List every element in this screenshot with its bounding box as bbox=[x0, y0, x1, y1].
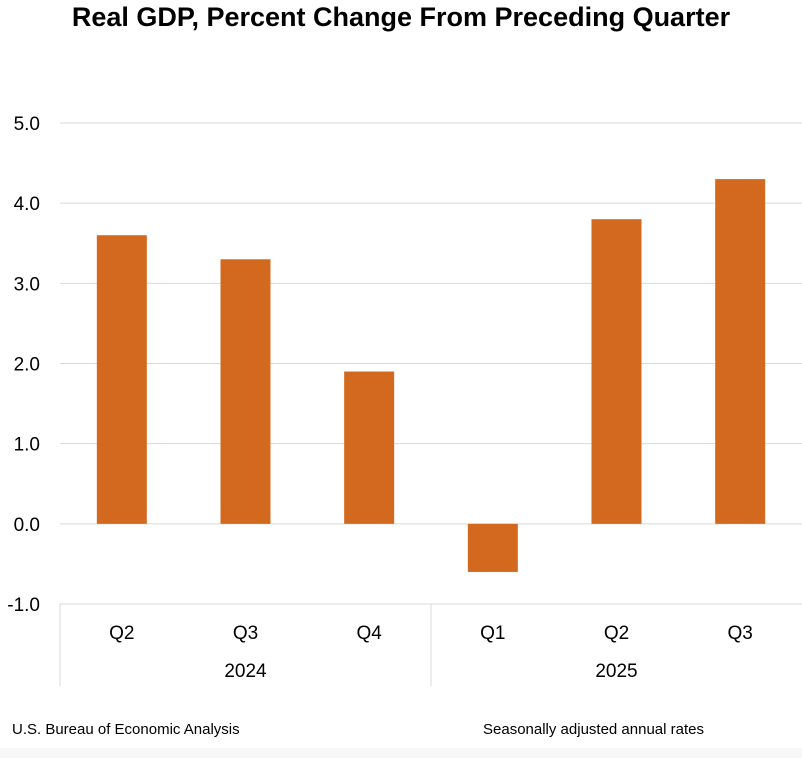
y-axis-ticks: 5.0 4.0 3.0 2.0 1.0 0.0 -1.0 bbox=[7, 114, 40, 616]
y-tick-label: 3.0 bbox=[14, 274, 40, 295]
bar bbox=[715, 179, 766, 524]
y-tick-label: 1.0 bbox=[14, 435, 40, 456]
bar bbox=[591, 219, 642, 524]
x-group-label: 2024 bbox=[224, 661, 267, 682]
rates-note: Seasonally adjusted annual rates bbox=[483, 721, 704, 738]
x-tick-label: Q2 bbox=[604, 623, 629, 644]
source-note: U.S. Bureau of Economic Analysis bbox=[12, 721, 240, 738]
y-tick-label: 4.0 bbox=[14, 194, 40, 215]
bottom-band bbox=[0, 748, 802, 758]
y-tick-label: -1.0 bbox=[7, 595, 40, 616]
x-tick-label: Q3 bbox=[233, 623, 258, 644]
y-tick-label: 5.0 bbox=[14, 114, 40, 135]
bar bbox=[344, 371, 395, 524]
y-tick-label: 2.0 bbox=[14, 355, 40, 376]
y-tick-label: 0.0 bbox=[14, 515, 40, 536]
x-axis: Q2 Q3 Q4 Q1 Q2 Q3 2024 2025 bbox=[59, 604, 753, 686]
x-tick-label: Q1 bbox=[480, 623, 505, 644]
gridlines bbox=[60, 122, 802, 605]
bar bbox=[96, 235, 147, 524]
x-tick-label: Q3 bbox=[727, 623, 752, 644]
x-group-label: 2025 bbox=[595, 661, 637, 682]
bar bbox=[467, 523, 518, 572]
chart-title: Real GDP, Percent Change From Preceding … bbox=[71, 2, 731, 32]
bars bbox=[96, 179, 766, 572]
bar bbox=[220, 259, 271, 524]
x-tick-label: Q4 bbox=[356, 623, 382, 644]
x-tick-label: Q2 bbox=[109, 623, 134, 644]
